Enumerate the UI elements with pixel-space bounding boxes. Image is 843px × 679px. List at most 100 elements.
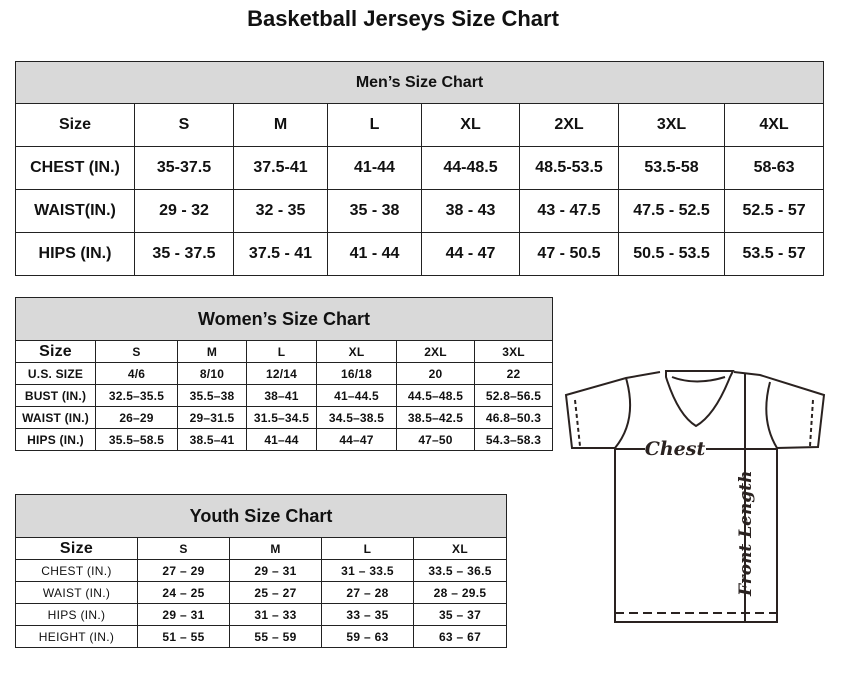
table-row: WAIST (IN.) 24 – 25 25 – 27 27 – 28 28 – 29.… [15, 581, 508, 604]
measurement-cell: 50.5 - 53.5 [618, 232, 725, 276]
measurement-cell: 63 – 67 [412, 625, 508, 648]
size-header: XL [316, 340, 397, 363]
size-header: 3XL [473, 340, 554, 363]
row-label: WAIST (IN.) [15, 581, 138, 604]
measurement-cell: 29–31.5 [177, 406, 247, 429]
measurement-cell: 33.5 – 36.5 [412, 559, 508, 582]
row-label: HIPS (IN.) [15, 232, 135, 276]
measurement-cell: 38.5–41 [177, 428, 247, 451]
measurement-cell: 4/6 [95, 362, 178, 385]
measurement-cell: 25 – 27 [229, 581, 322, 604]
measurement-cell: 34.5–38.5 [316, 406, 397, 429]
measurement-cell: 52.8–56.5 [473, 384, 554, 407]
table-row: WAIST(IN.) 29 - 32 32 - 35 35 - 38 38 - 43 43… [15, 189, 825, 233]
measurement-cell: 35 – 37 [412, 603, 508, 626]
measurement-cell: 29 – 31 [137, 603, 230, 626]
table-row: HEIGHT (IN.) 51 – 55 55 – 59 59 – 63 63 – 67 [15, 625, 508, 648]
size-header: L [327, 103, 422, 147]
measurement-cell: 54.3–58.3 [473, 428, 554, 451]
measurement-cell: 59 – 63 [321, 625, 414, 648]
size-header: 3XL [618, 103, 725, 147]
shirt-outline [564, 371, 826, 623]
size-label-header: Size [15, 537, 138, 560]
size-header: 2XL [519, 103, 619, 147]
size-header: 4XL [723, 103, 825, 147]
measurement-cell: 28 – 29.5 [412, 581, 508, 604]
row-label: U.S. SIZE [15, 362, 96, 385]
table-caption: Women’s Size Chart [14, 297, 554, 341]
row-label: CHEST (IN.) [15, 559, 138, 582]
header-row: Size S M L XL 2XL 3XL 4XL [15, 103, 825, 147]
measurement-cell: 35.5–38 [177, 384, 247, 407]
mens-size-table: Men’s Size Chart Size S M L XL 2XL 3XL 4XL CHEST … [14, 61, 825, 276]
measurement-cell: 26–29 [95, 406, 178, 429]
row-label: HIPS (IN.) [15, 603, 138, 626]
table-row: BUST (IN.) 32.5–35.5 35.5–38 38–41 41–44.5 44… [15, 384, 554, 407]
measurement-cell: 35 - 38 [327, 189, 422, 233]
measurement-cell: 35 - 37.5 [134, 232, 234, 276]
youth-size-table: Youth Size Chart Size S M L XL CHEST (IN.) 27 –… [14, 494, 508, 648]
front-length-label: Front Length [736, 471, 756, 597]
measurement-cell: 38 - 43 [421, 189, 520, 233]
measurement-cell: 32.5–35.5 [95, 384, 178, 407]
measurement-cell: 52.5 - 57 [723, 189, 825, 233]
size-header: M [229, 537, 322, 560]
measurement-cell: 48.5-53.5 [519, 146, 619, 190]
measurement-cell: 38.5–42.5 [396, 406, 475, 429]
measurement-cell: 20 [396, 362, 475, 385]
row-label: BUST (IN.) [15, 384, 96, 407]
measurement-cell: 55 – 59 [229, 625, 322, 648]
header-row: Size S M L XL [15, 537, 508, 560]
measurement-cell: 31 – 33 [229, 603, 322, 626]
measurement-cell: 43 - 47.5 [519, 189, 619, 233]
size-header: 2XL [396, 340, 475, 363]
measurement-cell: 31 – 33.5 [321, 559, 414, 582]
table-row: WAIST (IN.) 26–29 29–31.5 31.5–34.5 34.5–38.… [15, 406, 554, 429]
size-header: M [233, 103, 328, 147]
measurement-cell: 44–47 [316, 428, 397, 451]
row-label: WAIST(IN.) [15, 189, 135, 233]
measurement-cell: 8/10 [177, 362, 247, 385]
page-title: Basketball Jerseys Size Chart [247, 6, 559, 31]
measurement-cell: 53.5 - 57 [723, 232, 825, 276]
table-caption: Youth Size Chart [14, 494, 508, 538]
size-header: L [321, 537, 414, 560]
measurement-cell: 27 – 28 [321, 581, 414, 604]
measurement-cell: 24 – 25 [137, 581, 230, 604]
measurement-cell: 53.5-58 [618, 146, 725, 190]
measurement-cell: 33 – 35 [321, 603, 414, 626]
measurement-cell: 16/18 [316, 362, 397, 385]
womens-size-table: Women’s Size Chart Size S M L XL 2XL 3XL U.S. SI… [14, 297, 554, 451]
table-row: CHEST (IN.) 27 – 29 29 – 31 31 – 33.5 33.5 –… [15, 559, 508, 582]
measurement-cell: 47 - 50.5 [519, 232, 619, 276]
size-header: M [177, 340, 247, 363]
measurement-cell: 37.5 - 41 [233, 232, 328, 276]
measurement-cell: 35.5–58.5 [95, 428, 178, 451]
row-label: WAIST (IN.) [15, 406, 96, 429]
measurement-cell: 37.5-41 [233, 146, 328, 190]
size-header: L [246, 340, 317, 363]
measurement-cell: 27 – 29 [137, 559, 230, 582]
table-row: HIPS (IN.) 35.5–58.5 38.5–41 41–44 44–47 47–5… [15, 428, 554, 451]
measurement-cell: 22 [473, 362, 554, 385]
measurement-cell: 41–44 [246, 428, 317, 451]
header-row: Size S M L XL 2XL 3XL [15, 340, 554, 363]
measurement-cell: 51 – 55 [137, 625, 230, 648]
measurement-cell: 44-48.5 [421, 146, 520, 190]
measurement-cell: 29 - 32 [134, 189, 234, 233]
measurement-cell: 29 – 31 [229, 559, 322, 582]
measurement-cell: 58-63 [723, 146, 825, 190]
measurement-cell: 41 - 44 [327, 232, 422, 276]
table-row: HIPS (IN.) 35 - 37.5 37.5 - 41 41 - 44 44 - … [15, 232, 825, 276]
table-caption: Men’s Size Chart [14, 61, 825, 104]
measurement-cell: 38–41 [246, 384, 317, 407]
size-header: S [95, 340, 178, 363]
measurement-cell: 46.8–50.3 [473, 406, 554, 429]
size-header: XL [421, 103, 520, 147]
measurement-cell: 12/14 [246, 362, 317, 385]
measurement-cell: 47.5 - 52.5 [618, 189, 725, 233]
row-label: CHEST (IN.) [15, 146, 135, 190]
table-row: CHEST (IN.) 35-37.5 37.5-41 41-44 44-48.5 48.… [15, 146, 825, 190]
measurement-cell: 44.5–48.5 [396, 384, 475, 407]
table-row: U.S. SIZE 4/6 8/10 12/14 16/18 20 22 [15, 362, 554, 385]
